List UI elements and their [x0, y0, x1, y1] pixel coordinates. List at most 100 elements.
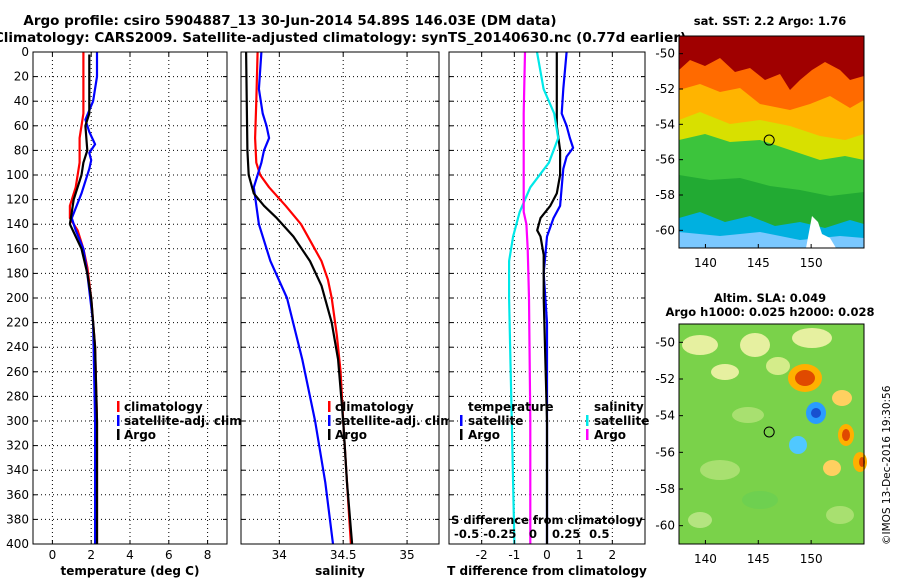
- temperature-ticks: 0204060801001201401601802002202402602803…: [6, 45, 227, 562]
- y-tick-label: 60: [14, 119, 29, 133]
- s-diff-tick-label: 0.25: [552, 527, 580, 541]
- salinity-legend: climatology satellite-adj. clim. Argo: [328, 400, 457, 442]
- series-line-t-satellite: [542, 52, 575, 544]
- temperature-xlabel: temperature (deg C): [61, 564, 200, 578]
- temperature-panel: 0204060801001201401601802002202402602803…: [6, 45, 246, 578]
- map-x-tick-label: 145: [747, 552, 770, 566]
- legend-climatology-swatch: [328, 401, 331, 412]
- y-tick-label: 120: [6, 193, 29, 207]
- legend-t-argo: Argo: [468, 428, 500, 442]
- sla-map-frame: [678, 323, 865, 545]
- sst-map-ticks: 140 145 150 -50 -52 -54 -56 -58 -60: [655, 47, 822, 270]
- map-y-tick-label: -54: [655, 409, 675, 423]
- s-diff-tick-label: 0.5: [589, 527, 609, 541]
- s-diff-tick-label: -0.25: [483, 527, 516, 541]
- y-tick-label: 340: [6, 463, 29, 477]
- series-line-t-argo: [536, 52, 562, 544]
- difference-ticks: -2 -1 0 1 2: [449, 51, 645, 562]
- y-tick-label: 220: [6, 316, 29, 330]
- argo-position-marker: [763, 426, 775, 438]
- legend-argo-swatch: [328, 429, 331, 440]
- x-tick-label: 34: [272, 548, 287, 562]
- y-tick-label: 240: [6, 340, 29, 354]
- series-line-s-argo: [522, 52, 532, 544]
- y-tick-label: 100: [6, 168, 29, 182]
- legend-climatology: climatology: [124, 400, 203, 414]
- y-tick-label: 40: [14, 94, 29, 108]
- t-difference-xlabel: T difference from climatology: [447, 564, 647, 578]
- argo-position-marker: [763, 134, 775, 146]
- legend-satellite-swatch: [117, 415, 120, 426]
- map-y-tick-label: -54: [655, 117, 675, 131]
- map-y-tick-label: -58: [655, 188, 675, 202]
- sst-map-panel: sat. SST: 2.2 Argo: 1.76 140 145 150 -50 -52…: [655, 14, 865, 270]
- difference-panel: -2 -1 0 1 2 -0.5 -0.25 0 0.25 0.5 S difference f…: [447, 51, 649, 578]
- salinity-ticks: 34 34.5 35: [241, 51, 439, 562]
- legend-satellite: satellite-adj. clim.: [335, 414, 457, 428]
- sst-map-title: sat. SST: 2.2 Argo: 1.76: [694, 14, 846, 28]
- y-tick-label: 300: [6, 414, 29, 428]
- difference-lines: [508, 52, 575, 544]
- salinity-grid: [241, 52, 439, 544]
- map-y-tick-label: -58: [655, 482, 675, 496]
- map-x-tick-label: 140: [694, 552, 717, 566]
- series-line-argo: [245, 52, 354, 544]
- x-tick-label: 0: [543, 548, 551, 562]
- legend-t-satellite: satellite: [468, 414, 523, 428]
- y-tick-label: 80: [14, 143, 29, 157]
- s-diff-tick-label: -0.5: [454, 527, 479, 541]
- x-tick-label: 6: [165, 548, 173, 562]
- legend-satellite-swatch: [328, 415, 331, 426]
- legend-s-satellite: satellite: [594, 414, 649, 428]
- x-tick-label: 34.5: [330, 548, 357, 562]
- map-x-tick-label: 150: [800, 256, 823, 270]
- y-tick-label: 360: [6, 488, 29, 502]
- x-tick-label: 35: [399, 548, 414, 562]
- legend-t-satellite-swatch: [460, 415, 463, 426]
- salinity-panel: 34 34.5 35 salinity climatology satellite-…: [240, 51, 457, 578]
- s-difference-label: S difference from climatology: [451, 513, 643, 527]
- map-y-tick-label: -50: [655, 335, 675, 349]
- sla-map-ticks: 140 145 150 -50 -52 -54 -56 -58 -60: [655, 335, 822, 566]
- map-y-tick-label: -60: [655, 519, 675, 533]
- y-tick-label: 160: [6, 242, 29, 256]
- series-line-satellite-adj-clim-: [252, 52, 335, 544]
- difference-legend: temperature satellite Argo salinity sate…: [460, 400, 649, 442]
- y-tick-label: 0: [21, 45, 29, 59]
- x-tick-label: -2: [476, 548, 488, 562]
- sla-map-panel: Altim. SLA: 0.049 Argo h1000: 0.025 h200…: [655, 291, 874, 566]
- sst-map-image: [679, 36, 864, 248]
- series-line-argo: [68, 54, 99, 544]
- y-tick-label: 200: [6, 291, 29, 305]
- legend-s-argo: Argo: [594, 428, 626, 442]
- map-x-tick-label: 145: [747, 256, 770, 270]
- x-tick-label: 1: [576, 548, 584, 562]
- s-diff-tick-label: 0: [529, 527, 537, 541]
- figure-title-line2: Climatology: CARS2009. Satellite-adjuste…: [0, 30, 686, 46]
- temperature-grid: [33, 52, 227, 544]
- legend-climatology: climatology: [335, 400, 414, 414]
- legend-climatology-swatch: [117, 401, 120, 412]
- legend-salinity-title: salinity: [594, 400, 644, 414]
- x-tick-label: -1: [508, 548, 520, 562]
- map-x-tick-label: 140: [694, 256, 717, 270]
- figure-title-line1: Argo profile: csiro 5904887_13 30-Jun-20…: [23, 13, 556, 29]
- map-y-tick-label: -52: [655, 82, 675, 96]
- legend-argo: Argo: [335, 428, 367, 442]
- map-y-tick-label: -60: [655, 223, 675, 237]
- x-tick-label: 2: [87, 548, 95, 562]
- y-tick-label: 400: [6, 537, 29, 551]
- legend-temperature-title: temperature: [468, 400, 553, 414]
- legend-argo-swatch: [117, 429, 120, 440]
- map-y-tick-label: -56: [655, 153, 675, 167]
- map-y-tick-label: -50: [655, 47, 675, 61]
- salinity-lines: [245, 52, 354, 544]
- y-tick-label: 140: [6, 217, 29, 231]
- legend-argo: Argo: [124, 428, 156, 442]
- x-tick-label: 0: [49, 548, 57, 562]
- sla-map-title-line1: Altim. SLA: 0.049: [714, 291, 826, 305]
- y-tick-label: 180: [6, 266, 29, 280]
- x-tick-label: 4: [126, 548, 134, 562]
- salinity-diff-ticks: -0.5 -0.25 0 0.25 0.5: [454, 527, 609, 541]
